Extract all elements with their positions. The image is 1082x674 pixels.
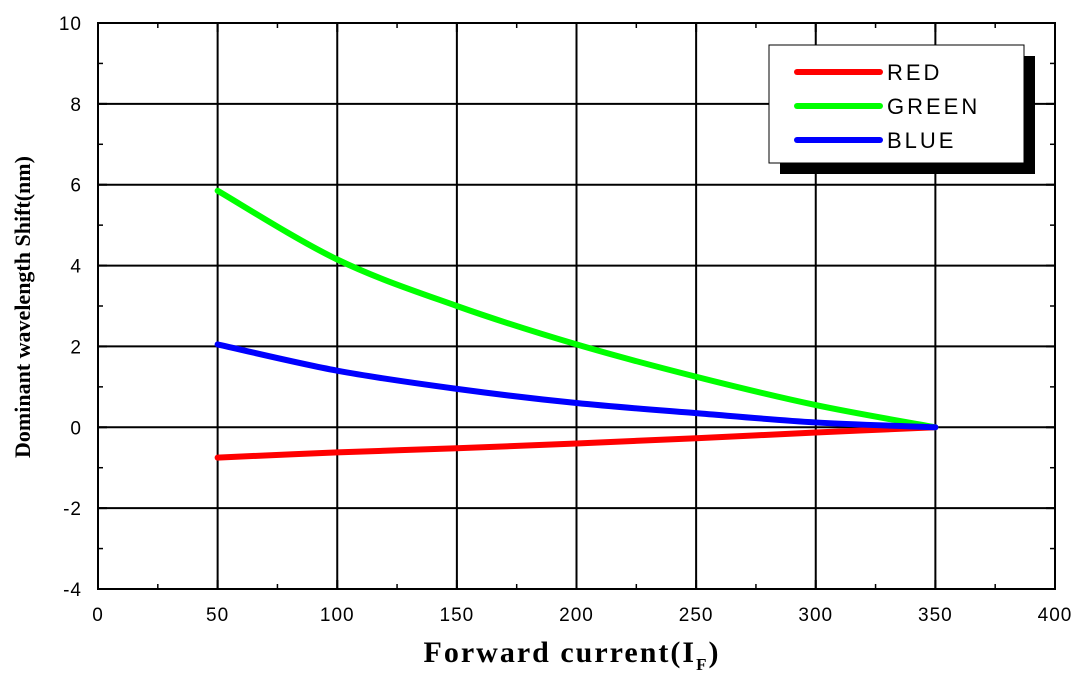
axis-ticks: 0 50 100 150 200 250 300 350 400 -4 -2 0 2 4 6 8 10 xyxy=(59,14,1073,626)
x-tick-label: 50 xyxy=(206,605,229,626)
x-tick-label: 300 xyxy=(798,605,833,626)
x-tick-label: 250 xyxy=(679,605,714,626)
x-tick-label: 350 xyxy=(918,605,953,626)
y-tick-label: 2 xyxy=(70,337,82,358)
x-axis-title-subscript: F xyxy=(696,655,708,674)
series-line-red xyxy=(214,424,939,461)
y-tick-label: 10 xyxy=(59,14,82,35)
x-tick-label: 0 xyxy=(92,605,104,626)
legend-items: RED GREEN BLUE xyxy=(794,60,980,153)
x-axis-title: Forward current(IF) xyxy=(424,636,721,674)
legend-label-blue: BLUE xyxy=(887,128,956,153)
x-axis-title-close: ) xyxy=(708,636,720,669)
legend-label-red: RED xyxy=(887,60,942,85)
series-line-blue xyxy=(214,341,939,431)
y-axis-title: Dominant wavelength Shift(nm) xyxy=(10,156,35,458)
x-axis-title-main: Forward current(I xyxy=(424,636,697,669)
x-tick-label: 200 xyxy=(559,605,594,626)
series-lines xyxy=(214,187,939,461)
y-tick-label: 4 xyxy=(70,257,82,278)
y-tick-label: 6 xyxy=(70,176,82,197)
x-tick-label: 150 xyxy=(440,605,475,626)
series-line-green xyxy=(214,187,939,431)
legend-label-green: GREEN xyxy=(887,94,980,119)
y-tick-label: 8 xyxy=(70,95,82,116)
y-tick-label: 0 xyxy=(70,418,82,439)
y-tick-label: -4 xyxy=(63,580,82,601)
legend: RED GREEN BLUE xyxy=(768,44,1035,174)
x-tick-label: 100 xyxy=(320,605,355,626)
y-tick-label: -2 xyxy=(63,499,82,520)
x-tick-label: 400 xyxy=(1038,605,1073,626)
